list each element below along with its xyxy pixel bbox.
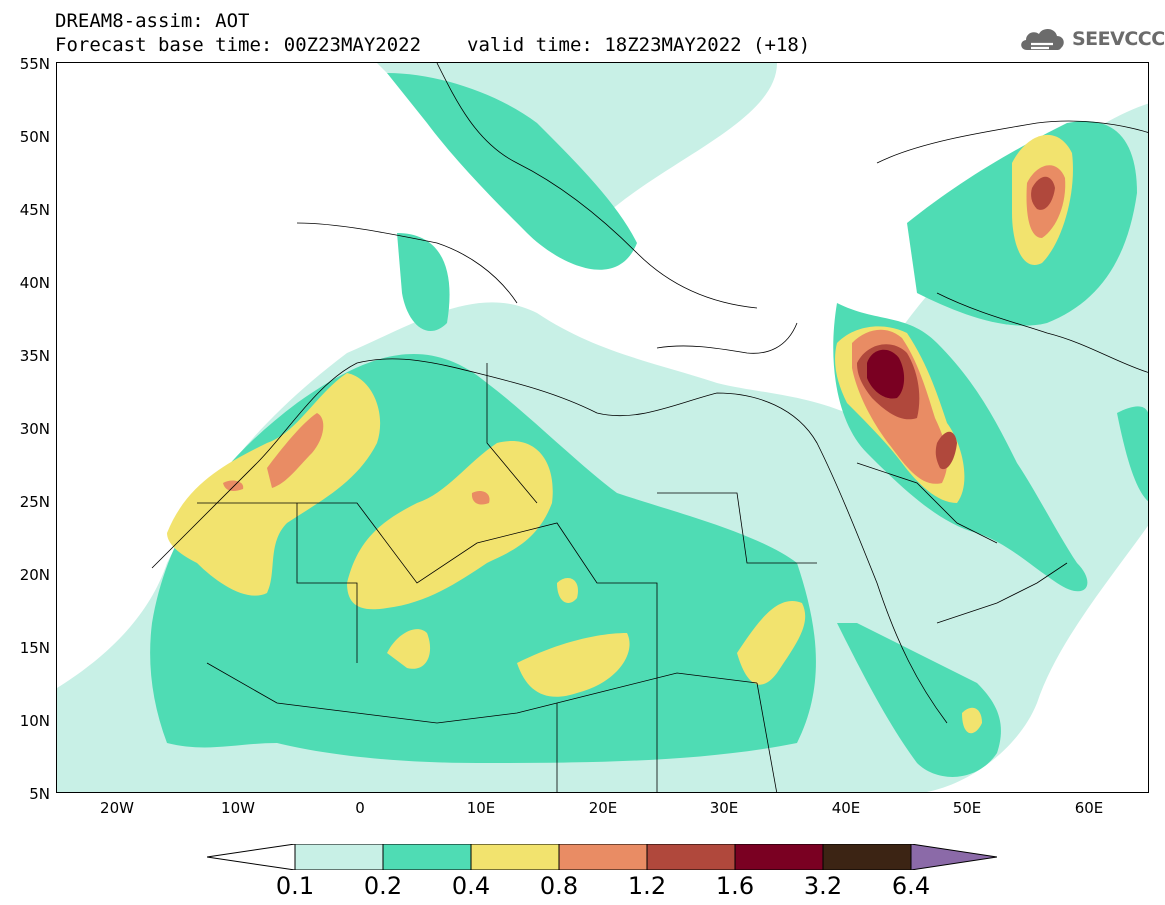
colorbar-bin-6 [734,844,824,870]
colorbar-label-0.1: 0.1 [275,872,315,900]
colorbar-bin-4 [558,844,648,870]
base-time: Forecast base time: 00Z23MAY2022 [55,34,422,56]
lat-label-20n: 20N [19,566,50,584]
lat-label-35n: 35N [19,347,50,365]
lat-label-25n: 25N [19,493,50,511]
seevccc-logo: SEEVCCC [1017,24,1165,54]
lat-label-30n: 30N [19,420,50,438]
country-borders [151,63,1148,792]
lon-label-50e: 50E [952,799,982,817]
colorbar-bin-3 [470,844,560,870]
colorbar [207,844,997,870]
lon-label-20w: 20W [100,799,134,817]
lon-label-10w: 10W [221,799,255,817]
lon-label-30e: 30E [709,799,739,817]
lon-label-60e: 60E [1074,799,1104,817]
colorbar-bin-1 [294,844,384,870]
aot-field-svg [57,63,1148,792]
lon-label-0: 0 [355,799,365,817]
colorbar-under-arrow [207,844,296,870]
lat-label-15n: 15N [19,639,50,657]
colorbar-label-6.4: 6.4 [891,872,931,900]
aot-level-1.6 [867,349,905,399]
colorbar-label-3.2: 3.2 [803,872,843,900]
aot-map [56,62,1149,793]
lat-label-55n: 55N [19,55,50,73]
lat-label-50n: 50N [19,128,50,146]
time-info: Forecast base time: 00Z23MAY2022 valid ti… [55,35,810,55]
colorbar-label-0.2: 0.2 [363,872,403,900]
lat-label-40n: 40N [19,274,50,292]
colorbar-bin-7 [822,844,912,870]
lon-label-40e: 40E [831,799,861,817]
colorbar-bin-5 [646,844,736,870]
lon-label-20e: 20E [588,799,618,817]
chart-title: DREAM8-assim: AOT [55,10,250,32]
lat-label-10n: 10N [19,712,50,730]
lat-label-45n: 45N [19,201,50,219]
lon-label-10e: 10E [466,799,496,817]
valid-time: valid time: 18Z23MAY2022 (+18) [467,34,811,56]
lat-label-5n: 5N [29,785,50,803]
colorbar-label-0.4: 0.4 [451,872,491,900]
colorbar-label-1.2: 1.2 [627,872,667,900]
colorbar-bin-2 [382,844,472,870]
colorbar-label-0.8: 0.8 [539,872,579,900]
cloud-icon [1021,28,1064,50]
logo-text: SEEVCCC [1072,28,1165,50]
colorbar-label-1.6: 1.6 [715,872,755,900]
colorbar-over-arrow [910,844,997,870]
